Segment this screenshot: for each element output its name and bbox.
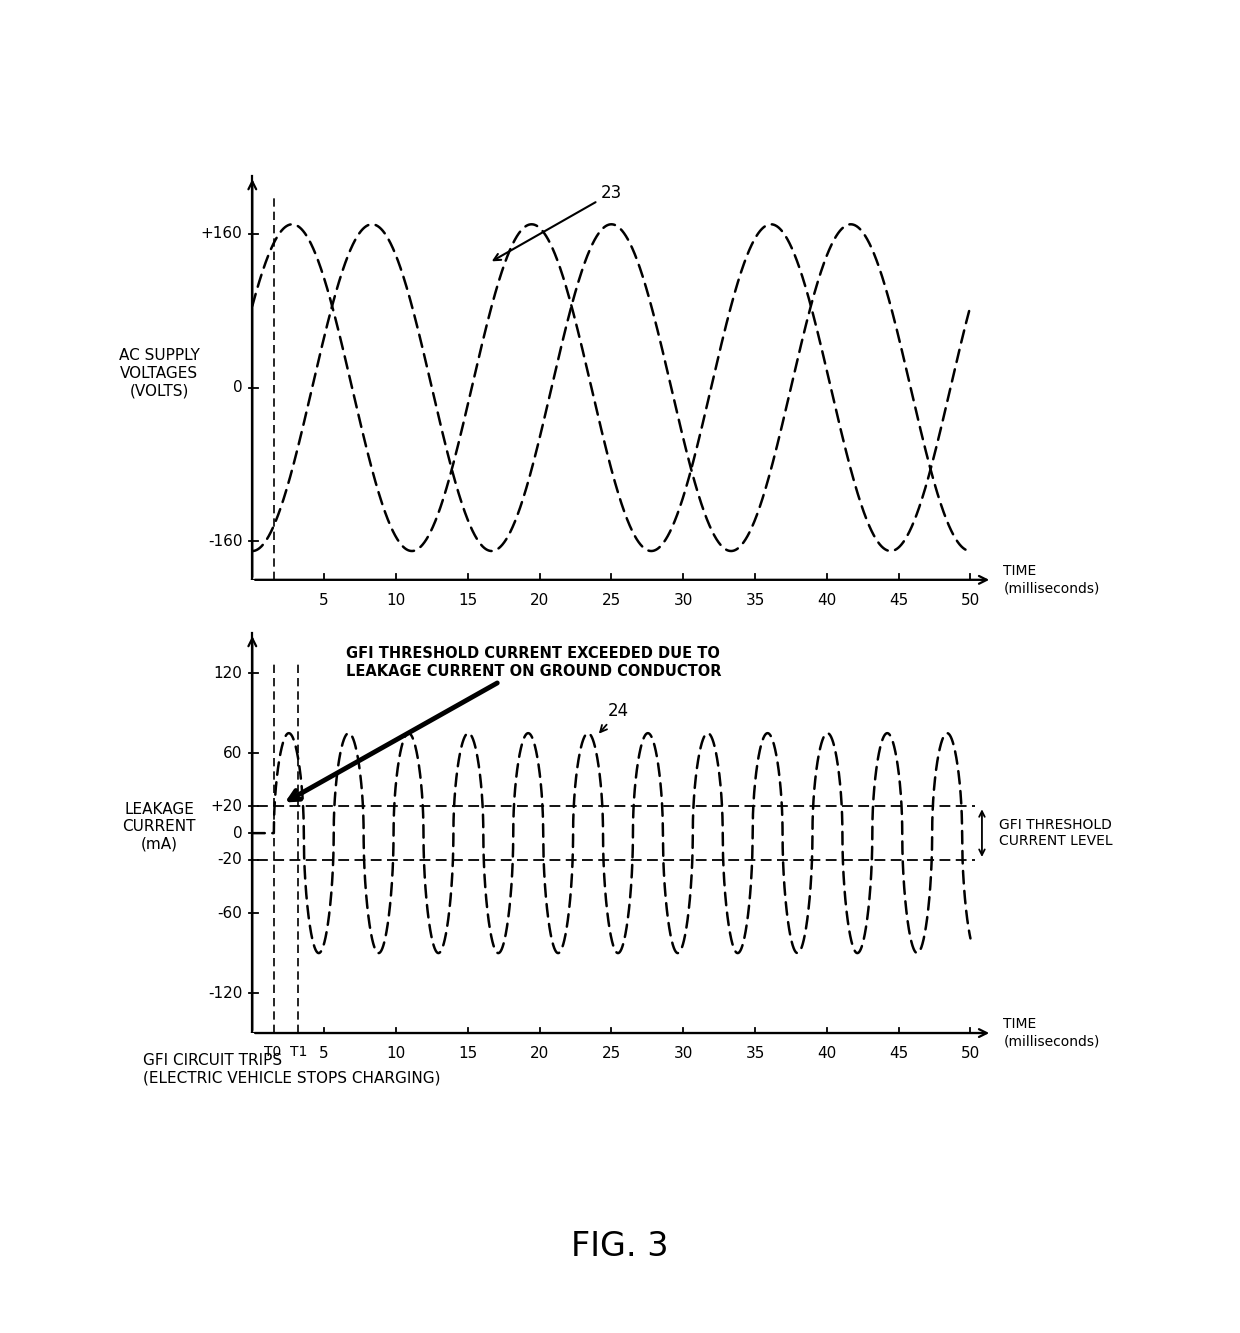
Text: 40: 40 bbox=[817, 1046, 837, 1061]
Text: TIME
(milliseconds): TIME (milliseconds) bbox=[1003, 1017, 1100, 1049]
Text: -60: -60 bbox=[217, 905, 242, 921]
Text: 15: 15 bbox=[458, 593, 477, 608]
Text: 35: 35 bbox=[745, 1046, 765, 1061]
Text: GFI THRESHOLD CURRENT EXCEEDED DUE TO
LEAKAGE CURRENT ON GROUND CONDUCTOR: GFI THRESHOLD CURRENT EXCEEDED DUE TO LE… bbox=[290, 647, 722, 800]
Text: +160: +160 bbox=[201, 227, 242, 241]
Text: 23: 23 bbox=[494, 184, 622, 260]
Text: -160: -160 bbox=[208, 535, 242, 549]
Text: TIME
(milliseconds): TIME (milliseconds) bbox=[1003, 564, 1100, 596]
Text: T0: T0 bbox=[264, 1045, 281, 1060]
Text: T1: T1 bbox=[290, 1045, 308, 1060]
Text: 10: 10 bbox=[387, 593, 405, 608]
Text: 0: 0 bbox=[233, 380, 242, 395]
Text: 15: 15 bbox=[458, 1046, 477, 1061]
Text: 25: 25 bbox=[601, 593, 621, 608]
Text: GFI CIRCUIT TRIPS
(ELECTRIC VEHICLE STOPS CHARGING): GFI CIRCUIT TRIPS (ELECTRIC VEHICLE STOP… bbox=[143, 1053, 440, 1085]
Text: 60: 60 bbox=[223, 745, 242, 761]
Text: 50: 50 bbox=[961, 1046, 980, 1061]
Text: +20: +20 bbox=[211, 798, 242, 814]
Text: -20: -20 bbox=[217, 852, 242, 868]
Text: 20: 20 bbox=[529, 1046, 549, 1061]
Text: AC SUPPLY
VOLTAGES
(VOLTS): AC SUPPLY VOLTAGES (VOLTS) bbox=[119, 348, 200, 399]
Text: 0: 0 bbox=[233, 825, 242, 841]
Text: FIG. 3: FIG. 3 bbox=[572, 1230, 668, 1262]
Text: 20: 20 bbox=[529, 593, 549, 608]
Text: 24: 24 bbox=[600, 701, 629, 732]
Text: GFI THRESHOLD
CURRENT LEVEL: GFI THRESHOLD CURRENT LEVEL bbox=[999, 818, 1112, 848]
Text: 25: 25 bbox=[601, 1046, 621, 1061]
Text: 10: 10 bbox=[387, 1046, 405, 1061]
Text: 5: 5 bbox=[320, 1046, 329, 1061]
Text: 30: 30 bbox=[673, 1046, 693, 1061]
Text: -120: -120 bbox=[208, 985, 242, 1001]
Text: 45: 45 bbox=[889, 1046, 908, 1061]
Text: 120: 120 bbox=[213, 665, 242, 681]
Text: 40: 40 bbox=[817, 593, 837, 608]
Text: 30: 30 bbox=[673, 593, 693, 608]
Text: 50: 50 bbox=[961, 593, 980, 608]
Text: 5: 5 bbox=[320, 593, 329, 608]
Text: LEAKAGE
CURRENT
(mA): LEAKAGE CURRENT (mA) bbox=[123, 801, 196, 852]
Text: 45: 45 bbox=[889, 593, 908, 608]
Text: 35: 35 bbox=[745, 593, 765, 608]
